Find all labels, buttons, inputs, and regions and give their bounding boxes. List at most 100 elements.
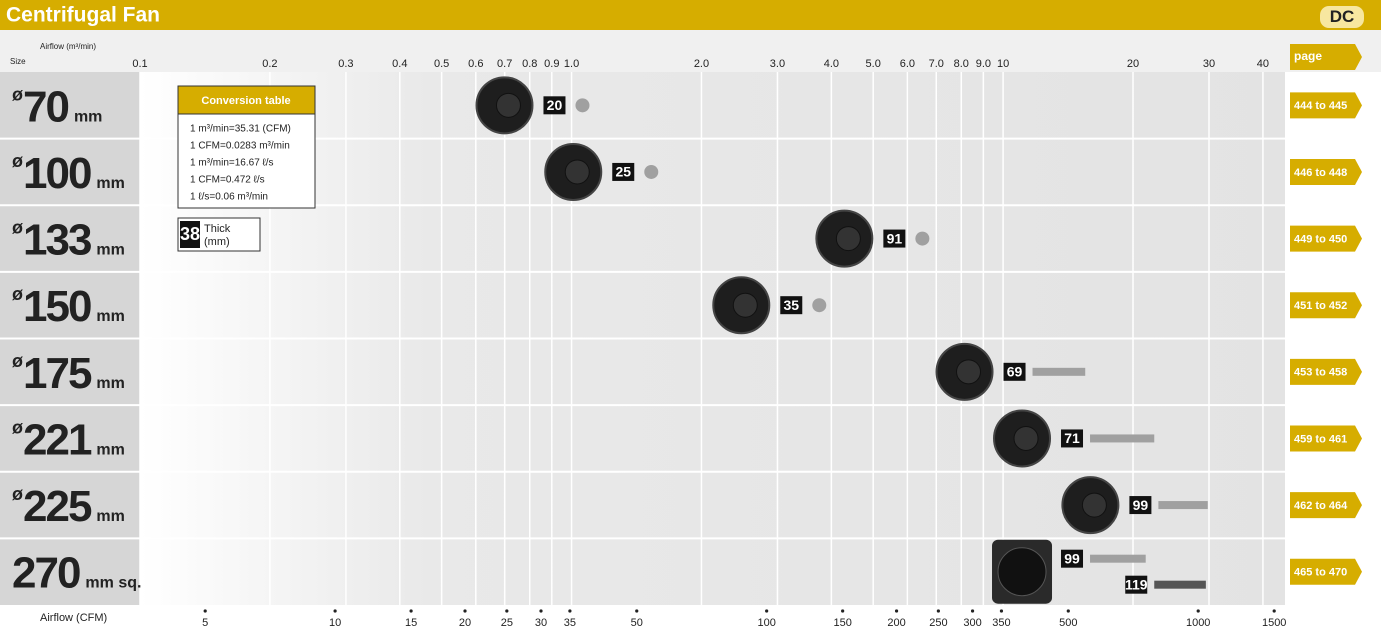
size-symbol: ø <box>12 484 23 504</box>
x-tick-label: 30 <box>1203 58 1215 70</box>
x2-tick-label: 500 <box>1059 617 1077 629</box>
thick-label: 35 <box>783 297 799 313</box>
x2-tick-label: 1500 <box>1262 617 1286 629</box>
legend-value: 38 <box>180 224 200 244</box>
x2-tick-label: 5 <box>202 617 208 629</box>
x2-tick <box>936 609 940 613</box>
fan-image <box>956 359 982 385</box>
size-label: ø100 mm <box>12 149 125 198</box>
size-value: 175 <box>23 348 92 397</box>
thick-badge <box>1003 362 1026 381</box>
thick-label: 99 <box>1133 497 1149 513</box>
x2-tick <box>539 609 543 613</box>
thick-badge <box>1129 496 1152 515</box>
thick-label: 119 <box>1125 576 1148 592</box>
thick-badge <box>883 229 906 248</box>
size-label: ø70 mm <box>12 82 102 131</box>
x2-tick <box>841 609 845 613</box>
page-range: 451 to 452 <box>1294 300 1347 312</box>
x-tick-label: 5.0 <box>866 58 881 70</box>
page-tag <box>1290 492 1362 519</box>
page-range: 462 to 464 <box>1294 500 1348 512</box>
x-tick-label: 6.0 <box>900 58 915 70</box>
x2-tick <box>203 609 207 613</box>
x-tick-label: 0.3 <box>338 58 353 70</box>
x2-tick <box>765 609 769 613</box>
airflow-range <box>1158 501 1208 510</box>
size-unit: mm sq. <box>85 575 141 592</box>
chart-title: Centrifugal Fan <box>6 4 160 27</box>
thick-label: 25 <box>615 164 631 180</box>
size-symbol: ø <box>12 151 23 171</box>
airflow-range <box>1090 554 1146 563</box>
x2-tick <box>463 609 467 613</box>
x-tick-label: 3.0 <box>770 58 785 70</box>
page-range: 449 to 450 <box>1294 233 1347 245</box>
airflow-point <box>915 231 930 246</box>
conversion-line: 1 m³/min=16.67 ℓ/s <box>190 158 274 169</box>
size-label: ø133 mm <box>12 215 125 264</box>
x-tick-label: 40 <box>1257 58 1269 70</box>
page-tag <box>1290 292 1362 319</box>
x2-tick-label: 35 <box>564 617 576 629</box>
x2-axis-label: Airflow (CFM) <box>40 612 107 624</box>
size-symbol: ø <box>12 351 23 371</box>
conversion-line: 1 CFM=0.472 ℓ/s <box>190 175 265 186</box>
fan-image <box>1013 425 1039 451</box>
fan-image <box>495 92 521 118</box>
size-symbol: ø <box>12 217 23 237</box>
x2-tick <box>635 609 639 613</box>
x2-tick-label: 200 <box>887 617 905 629</box>
size-label: ø175 mm <box>12 348 125 397</box>
x-tick-label: 0.4 <box>392 58 407 70</box>
size-unit: mm <box>74 109 102 126</box>
x2-tick <box>999 609 1004 613</box>
x2-tick <box>970 609 975 613</box>
x-tick-label: 0.5 <box>434 58 449 70</box>
page-tag <box>1290 225 1362 252</box>
conversion-line: 1 m³/min=35.31 (CFM) <box>190 124 291 135</box>
size-value: 133 <box>23 215 91 264</box>
badge-box <box>1320 6 1364 28</box>
legend-badge <box>180 221 200 248</box>
airflow-point <box>812 298 827 313</box>
x2-tick-label: 25 <box>501 617 513 629</box>
size-unit: mm <box>96 175 124 192</box>
x2-tick <box>568 609 572 613</box>
size-label: ø225 mm <box>12 482 125 531</box>
conversion-header <box>177 85 316 115</box>
conversion-line: 1 CFM=0.0283 m³/min <box>190 141 290 152</box>
header-bar <box>0 0 1381 30</box>
conversion-title: Conversion table <box>201 95 290 107</box>
airflow-range <box>1032 367 1086 376</box>
size-value: 270 <box>12 548 80 597</box>
x2-tick-label: 350 <box>992 617 1010 629</box>
size-value: 225 <box>23 482 92 531</box>
size-value: 150 <box>23 282 91 331</box>
x-tick-label: 0.9 <box>544 58 559 70</box>
size-label: ø150 mm <box>12 282 125 331</box>
x2-tick <box>409 609 413 613</box>
fan-image <box>835 226 861 252</box>
x2-tick-label: 100 <box>757 617 775 629</box>
x2-tick-label: 20 <box>459 617 471 629</box>
page-range: 459 to 461 <box>1294 433 1347 445</box>
thick-badge <box>1125 575 1148 594</box>
size-unit: mm <box>96 442 124 459</box>
size-symbol: ø <box>12 417 23 437</box>
page-tag <box>1290 158 1362 185</box>
airflow-point <box>575 98 590 113</box>
size-label: ø221 mm <box>12 415 125 464</box>
size-value: 100 <box>23 149 91 198</box>
x-axis-label: Airflow (m³/min) <box>40 42 96 51</box>
x-tick-label: 1.0 <box>564 58 579 70</box>
badge: DC <box>1330 7 1355 26</box>
legend-label: Thick <box>204 223 231 235</box>
thick-badge <box>612 162 635 181</box>
page-tag <box>1290 358 1362 385</box>
axis-band <box>0 30 1381 72</box>
page-label: page <box>1294 49 1322 63</box>
x-tick-label: 0.8 <box>522 58 537 70</box>
x-tick-label: 9.0 <box>976 58 991 70</box>
x-tick-label: 20 <box>1127 58 1139 70</box>
